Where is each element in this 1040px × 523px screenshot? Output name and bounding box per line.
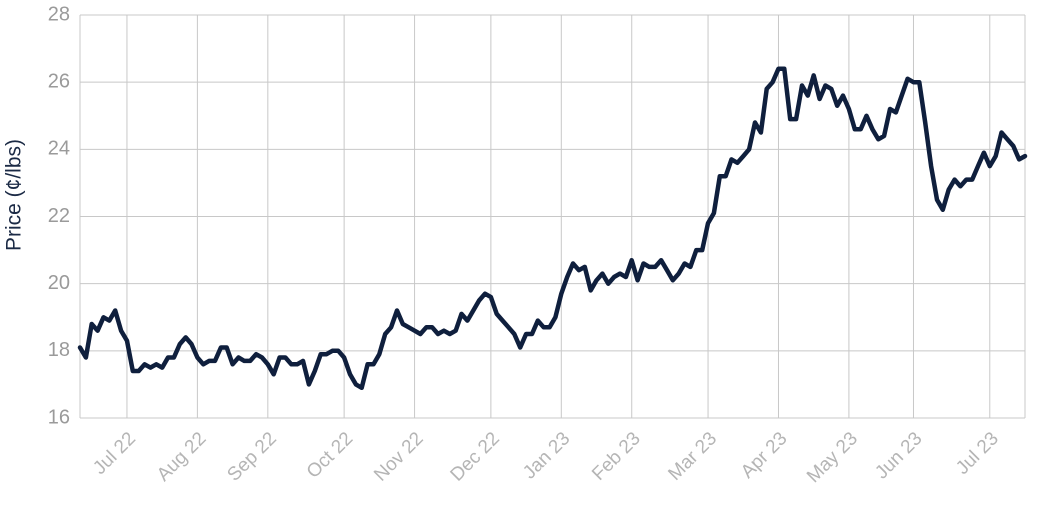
y-tick-label: 22: [48, 205, 70, 227]
x-tick-label: Sep 22: [223, 428, 280, 485]
x-tick-label: Jun 23: [871, 428, 926, 483]
y-tick-label: 28: [48, 3, 70, 25]
y-tick-label: 20: [48, 272, 70, 294]
x-tick-label: Mar 23: [664, 428, 721, 485]
x-tick-label: Nov 22: [370, 428, 427, 485]
x-tick-label: Feb 23: [588, 428, 645, 485]
x-tick-label: Aug 22: [153, 428, 210, 485]
price-line: [77, 66, 1028, 391]
x-tick-label: Jul 22: [89, 428, 140, 479]
x-tick-label: Apr 23: [737, 428, 791, 482]
y-tick-label: 16: [48, 406, 70, 428]
x-tick-label: Dec 22: [447, 428, 504, 485]
y-tick-label: 26: [48, 70, 70, 92]
x-tick-label: Jan 23: [519, 428, 574, 483]
x-tick-label: Oct 22: [303, 428, 357, 482]
y-axis-label: Price (¢/lbs): [3, 139, 26, 251]
x-tick-label: May 23: [803, 428, 862, 487]
y-tick-label: 18: [48, 339, 70, 361]
y-tick-label: 24: [48, 138, 70, 160]
x-tick-label: Jul 23: [952, 428, 1003, 479]
